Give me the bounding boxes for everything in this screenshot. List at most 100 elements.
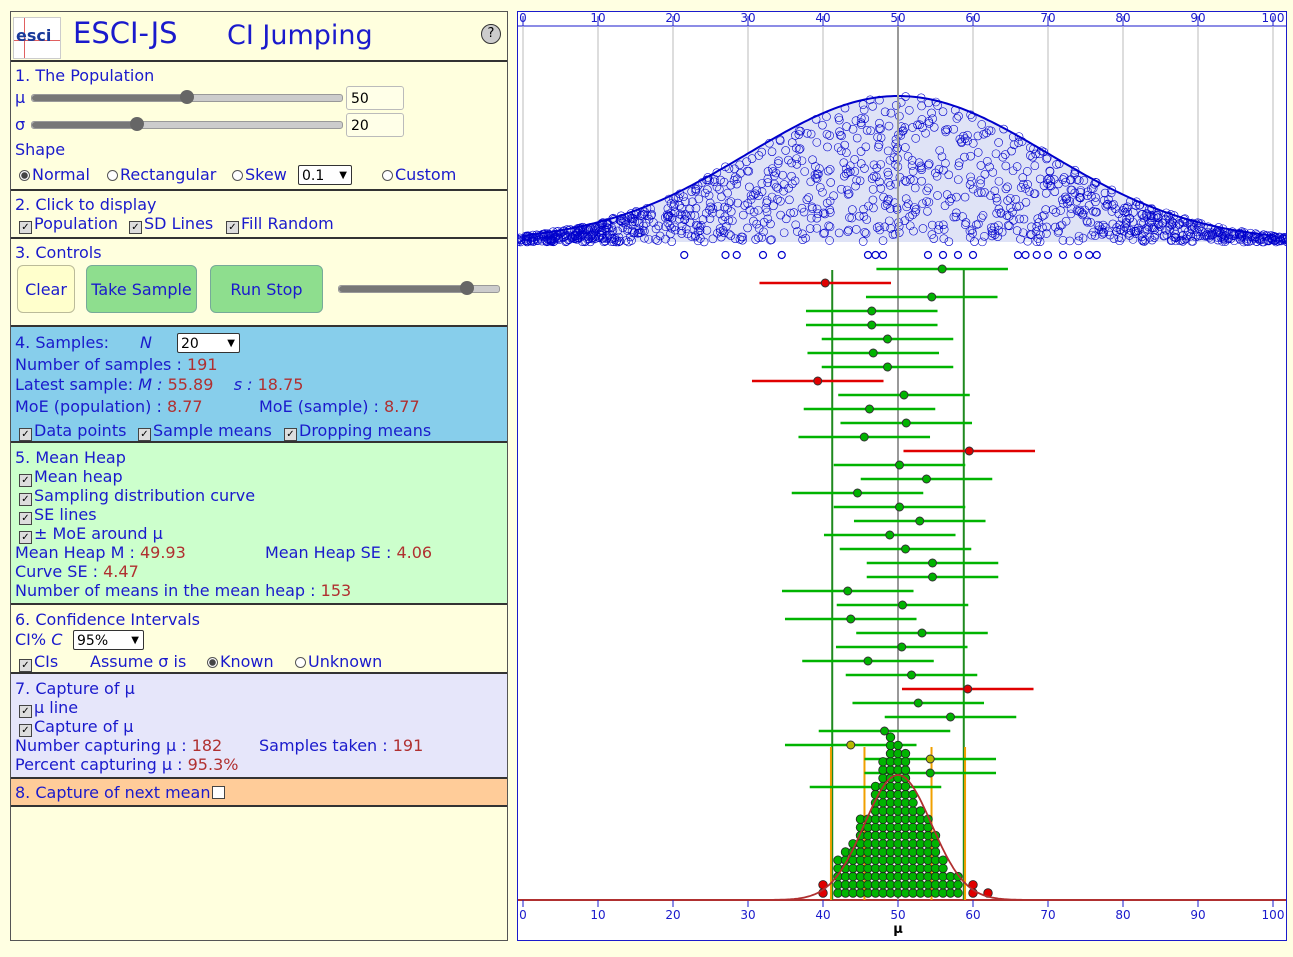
se-lines-checkbox[interactable]: ✓ SE lines bbox=[19, 505, 97, 525]
population-dot bbox=[900, 176, 910, 185]
population-dot bbox=[806, 129, 816, 139]
population-dot bbox=[1028, 152, 1037, 162]
help-icon[interactable]: ? bbox=[481, 24, 501, 44]
population-dot bbox=[738, 232, 747, 242]
population-dot bbox=[884, 177, 893, 187]
sigma-slider[interactable] bbox=[31, 117, 343, 131]
shape-rectangular-radio[interactable]: Rectangular bbox=[107, 165, 216, 184]
population-dot bbox=[839, 158, 849, 167]
moe-around-mu-checkbox[interactable]: ✓ ± MoE around μ bbox=[19, 524, 163, 544]
population-dot bbox=[735, 234, 745, 244]
population-dot bbox=[766, 219, 775, 229]
population-dot bbox=[1102, 200, 1112, 210]
sigma-slider-knob[interactable] bbox=[130, 117, 145, 131]
population-dot bbox=[891, 139, 901, 149]
population-dot bbox=[770, 179, 779, 189]
population-dot bbox=[523, 236, 533, 245]
n-select[interactable]: 20 ▼ bbox=[177, 333, 240, 353]
mu-slider-knob[interactable] bbox=[180, 90, 194, 104]
population-dot bbox=[603, 233, 612, 242]
population-dot bbox=[1076, 193, 1085, 203]
population-dot bbox=[589, 228, 599, 238]
population-dot bbox=[745, 205, 755, 215]
population-dot bbox=[718, 215, 727, 225]
shape-custom-radio[interactable]: Custom bbox=[382, 165, 456, 184]
population-dot bbox=[823, 166, 833, 176]
population-dot bbox=[677, 226, 686, 236]
population-dot bbox=[1201, 231, 1211, 240]
population-dot bbox=[824, 221, 833, 231]
top-tick-label: 30 bbox=[740, 12, 755, 25]
population-dot bbox=[875, 177, 884, 187]
shape-skew-radio[interactable]: Skew bbox=[232, 165, 287, 184]
population-dot bbox=[663, 204, 673, 213]
population-dot bbox=[854, 211, 864, 221]
population-dot bbox=[687, 232, 696, 241]
population-dot bbox=[730, 172, 740, 182]
skew-select[interactable]: 0.1 ▼ bbox=[298, 165, 352, 185]
population-dot bbox=[911, 134, 921, 143]
heap-mean bbox=[908, 798, 918, 808]
sigma-input[interactable]: 20 bbox=[346, 113, 404, 137]
cis-checkbox[interactable]: ✓ CIs bbox=[19, 652, 58, 672]
fill-random-checkbox[interactable]: ✓ Fill Random bbox=[226, 214, 334, 234]
population-dot bbox=[891, 179, 900, 189]
population-dot bbox=[712, 168, 722, 178]
population-dot bbox=[848, 205, 857, 214]
unknown-radio[interactable]: Unknown bbox=[295, 652, 382, 671]
population-dot bbox=[808, 155, 817, 164]
population-dot bbox=[607, 223, 616, 233]
population-dot bbox=[883, 167, 893, 177]
ci-section: 6. Confidence Intervals CI% C 95% ▼ ✓ CIs … bbox=[11, 605, 507, 674]
population-dot bbox=[1191, 232, 1200, 242]
known-radio[interactable]: Known bbox=[207, 652, 274, 671]
population-checkbox[interactable]: ✓ Population bbox=[19, 214, 118, 234]
population-dot bbox=[702, 225, 712, 235]
population-dot bbox=[703, 185, 712, 194]
population-dot bbox=[1070, 188, 1080, 198]
sample-mean bbox=[899, 390, 909, 400]
population-dot bbox=[609, 237, 619, 247]
population-dot bbox=[1078, 233, 1088, 243]
clear-button[interactable]: Clear bbox=[17, 265, 75, 313]
population-dot bbox=[607, 227, 617, 237]
dropping-means-checkbox[interactable]: ✓ Dropping means bbox=[284, 421, 431, 441]
data-points-checkbox[interactable]: ✓ Data points bbox=[19, 421, 126, 441]
next-mean-checkbox[interactable]: 8. Capture of next mean bbox=[15, 783, 226, 802]
speed-slider[interactable] bbox=[338, 281, 500, 295]
ci-level-label: CI% C bbox=[15, 630, 63, 649]
population-dot bbox=[1175, 236, 1185, 246]
population-dot bbox=[861, 229, 871, 238]
population-dot bbox=[1169, 232, 1179, 242]
sample-means-checkbox[interactable]: ✓ Sample means bbox=[138, 421, 272, 441]
ci-level-select[interactable]: 95% ▼ bbox=[73, 630, 144, 650]
population-dot bbox=[884, 121, 894, 131]
population-dot bbox=[705, 198, 715, 208]
sd-lines-checkbox[interactable]: ✓ SD Lines bbox=[129, 214, 213, 234]
sampling-curve-checkbox[interactable]: ✓ Sampling distribution curve bbox=[19, 486, 255, 506]
population-dot bbox=[856, 147, 866, 156]
population-dot bbox=[808, 204, 817, 213]
population-dot bbox=[844, 225, 853, 235]
population-dot bbox=[715, 184, 724, 194]
sample-mean bbox=[846, 740, 856, 750]
mean-heap-checkbox[interactable]: ✓ Mean heap bbox=[19, 467, 123, 487]
population-dot bbox=[578, 226, 588, 236]
speed-slider-knob[interactable] bbox=[460, 281, 474, 295]
population-dot bbox=[1167, 220, 1177, 230]
run-stop-button[interactable]: Run Stop bbox=[210, 265, 323, 313]
esci-logo: esci bbox=[13, 17, 61, 59]
population-dot bbox=[843, 227, 853, 236]
take-sample-button[interactable]: Take Sample bbox=[86, 265, 197, 313]
population-dot bbox=[797, 203, 807, 213]
mu-input[interactable]: 50 bbox=[346, 86, 404, 110]
population-dot bbox=[573, 228, 582, 237]
population-dot bbox=[818, 120, 827, 130]
shape-normal-radio[interactable]: Normal bbox=[19, 165, 90, 184]
population-dot bbox=[1005, 193, 1015, 203]
population-dot bbox=[868, 195, 878, 205]
mu-slider[interactable] bbox=[31, 90, 343, 104]
x-axis-label: μ bbox=[893, 922, 903, 937]
capture-mu-checkbox[interactable]: ✓ Capture of μ bbox=[19, 717, 133, 737]
mu-line-checkbox[interactable]: ✓ μ line bbox=[19, 698, 78, 718]
